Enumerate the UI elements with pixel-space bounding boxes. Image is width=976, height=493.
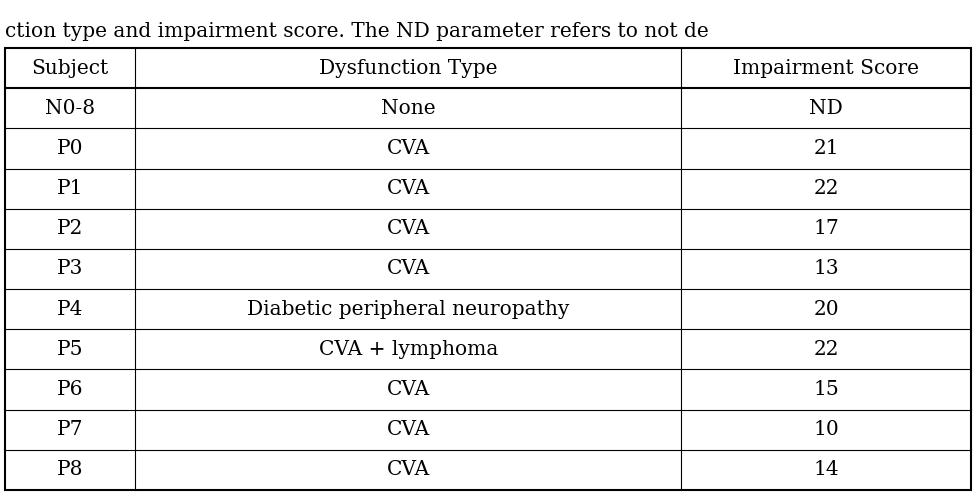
Text: 13: 13 — [813, 259, 839, 279]
Text: P4: P4 — [57, 300, 83, 318]
Text: P1: P1 — [57, 179, 84, 198]
Text: ction type and impairment score. The ND parameter refers to not de: ction type and impairment score. The ND … — [5, 22, 709, 41]
Text: 10: 10 — [813, 420, 839, 439]
Text: Diabetic peripheral neuropathy: Diabetic peripheral neuropathy — [247, 300, 569, 318]
Text: P6: P6 — [57, 380, 84, 399]
Text: 21: 21 — [813, 139, 839, 158]
Text: CVA: CVA — [386, 259, 430, 279]
Text: CVA: CVA — [386, 139, 430, 158]
Text: Dysfunction Type: Dysfunction Type — [319, 59, 498, 77]
Text: 22: 22 — [813, 179, 838, 198]
Text: 20: 20 — [813, 300, 839, 318]
Text: Impairment Score: Impairment Score — [733, 59, 919, 77]
Text: P5: P5 — [57, 340, 84, 359]
Text: CVA: CVA — [386, 420, 430, 439]
Text: 15: 15 — [813, 380, 839, 399]
Text: P0: P0 — [57, 139, 84, 158]
Text: P2: P2 — [57, 219, 83, 238]
Text: CVA + lymphoma: CVA + lymphoma — [318, 340, 498, 359]
Text: None: None — [381, 99, 435, 118]
Text: 14: 14 — [813, 460, 839, 479]
Text: CVA: CVA — [386, 219, 430, 238]
Text: 17: 17 — [813, 219, 839, 238]
Text: ND: ND — [809, 99, 843, 118]
Bar — [5, 48, 971, 490]
Text: 22: 22 — [813, 340, 838, 359]
Text: N0-8: N0-8 — [45, 99, 96, 118]
Text: CVA: CVA — [386, 380, 430, 399]
Text: P7: P7 — [57, 420, 84, 439]
Text: CVA: CVA — [386, 179, 430, 198]
Text: P3: P3 — [57, 259, 83, 279]
Text: CVA: CVA — [386, 460, 430, 479]
Text: Subject: Subject — [31, 59, 109, 77]
Text: P8: P8 — [57, 460, 84, 479]
